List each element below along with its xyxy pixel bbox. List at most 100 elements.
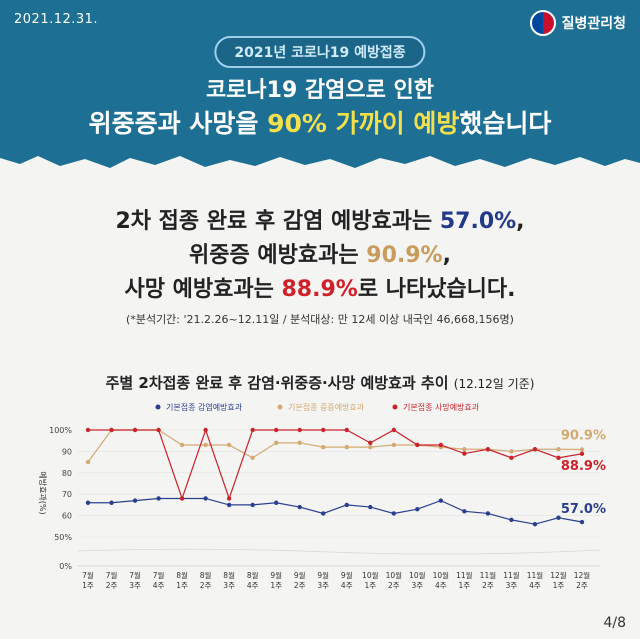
data-point-0 bbox=[297, 504, 302, 510]
series-line-0 bbox=[88, 497, 583, 525]
data-point-2 bbox=[532, 447, 538, 452]
x-tick-label: 12월 2주 bbox=[574, 570, 591, 590]
data-point-2 bbox=[273, 427, 279, 433]
legend-label-0: 기본접종 감염예방효과 bbox=[166, 402, 243, 412]
x-tick-label: 8월 2주 bbox=[200, 570, 212, 590]
end-value-label-2: 88.9% bbox=[561, 459, 606, 474]
data-point-1 bbox=[203, 442, 208, 448]
data-point-2 bbox=[509, 455, 514, 461]
data-point-0 bbox=[438, 498, 444, 503]
data-point-2 bbox=[203, 427, 208, 433]
data-point-2 bbox=[462, 451, 467, 456]
x-tick-label: 8월 3주 bbox=[223, 570, 235, 590]
x-tick-label: 11월 2주 bbox=[480, 570, 497, 590]
data-point-0 bbox=[485, 511, 491, 516]
data-point-0 bbox=[556, 515, 561, 520]
legend-marker-2 bbox=[392, 404, 398, 410]
data-point-0 bbox=[462, 509, 467, 514]
data-point-1 bbox=[368, 444, 373, 450]
data-point-2 bbox=[109, 427, 114, 433]
legend-marker-0 bbox=[155, 404, 161, 410]
x-tick-label: 10월 4주 bbox=[433, 570, 450, 590]
x-tick-label: 9월 4주 bbox=[341, 570, 353, 590]
data-point-0 bbox=[368, 504, 373, 510]
data-point-0 bbox=[321, 511, 326, 516]
x-tick-label: 7월 1주 bbox=[82, 570, 94, 590]
data-point-1 bbox=[226, 442, 232, 448]
chart-title: 주별 2차접종 완료 후 감염·위중증·사망 예방효과 추이 (12.12일 기… bbox=[105, 374, 535, 392]
data-point-0 bbox=[132, 498, 138, 503]
headline-highlight: 90% 가까이 예방 bbox=[267, 109, 460, 138]
data-point-0 bbox=[579, 519, 585, 525]
data-point-2 bbox=[579, 451, 585, 456]
legend-label-1: 기본접종 중증예방효과 bbox=[288, 402, 365, 412]
y-tick-label: 50% bbox=[54, 533, 72, 542]
data-point-2 bbox=[368, 440, 373, 446]
data-point-2 bbox=[485, 447, 491, 452]
data-point-0 bbox=[415, 506, 420, 512]
infection-efficacy-value: 57.0% bbox=[439, 209, 517, 234]
data-point-0 bbox=[156, 496, 161, 501]
data-point-0 bbox=[85, 500, 91, 505]
data-point-2 bbox=[250, 427, 255, 433]
data-point-2 bbox=[132, 427, 138, 433]
efficacy-line-chart: 기본접종 감염예방효과 기본접종 중증예방효과 기본접종 사망예방효과 100% 90 8… bbox=[38, 402, 606, 590]
data-point-2 bbox=[391, 427, 397, 433]
x-tick-label: 8월 1주 bbox=[176, 570, 188, 590]
x-tick-label: 9월 1주 bbox=[270, 570, 282, 590]
date-label: 2021.12.31. bbox=[14, 12, 99, 27]
x-tick-label: 9월 3주 bbox=[317, 570, 329, 590]
legend-label-2: 기본접종 사망예방효과 bbox=[403, 402, 480, 412]
end-value-label-1: 90.9% bbox=[561, 428, 606, 443]
header-banner: 2021.12.31. 질병관리청 2021년 코로나19 예방접종 코로나19… bbox=[0, 0, 640, 180]
torn-paper-edge bbox=[0, 156, 640, 180]
data-point-1 bbox=[391, 442, 397, 448]
x-tick-label: 10월 1주 bbox=[362, 570, 379, 590]
data-point-2 bbox=[344, 427, 349, 433]
data-point-2 bbox=[556, 455, 561, 461]
data-point-0 bbox=[273, 500, 279, 505]
y-tick-label: 100% bbox=[49, 426, 72, 435]
x-tick-label: 8월 4주 bbox=[247, 570, 259, 590]
kdca-logo: 질병관리청 bbox=[529, 10, 626, 36]
data-point-2 bbox=[179, 496, 185, 501]
x-tick-label: 7월 2주 bbox=[106, 570, 118, 590]
data-point-0 bbox=[509, 517, 514, 523]
data-point-2 bbox=[156, 427, 161, 433]
data-point-0 bbox=[109, 500, 114, 505]
data-point-2 bbox=[415, 442, 420, 448]
legend-marker-1 bbox=[277, 404, 283, 410]
data-point-2 bbox=[321, 427, 326, 433]
x-tick-label: 9월 2주 bbox=[294, 570, 306, 590]
x-tick-label: 10월 3주 bbox=[409, 570, 426, 590]
y-tick-label: 60 bbox=[62, 512, 72, 521]
logo-text: 질병관리청 bbox=[561, 16, 626, 32]
x-tick-label: 12월 1주 bbox=[550, 570, 567, 590]
data-point-1 bbox=[179, 442, 185, 448]
topic-badge: 2021년 코로나19 예방접종 bbox=[214, 36, 426, 68]
headline-line-1: 코로나19 감염으로 인한 bbox=[205, 78, 435, 103]
data-point-0 bbox=[203, 496, 208, 501]
summary-text: 2차 접종 완료 후 감염 예방효과는 57.0%, 위중증 예방효과는 90.… bbox=[115, 209, 525, 302]
x-tick-label: 10월 2주 bbox=[386, 570, 403, 590]
y-tick-label: 80 bbox=[62, 469, 72, 478]
data-point-2 bbox=[438, 442, 444, 448]
data-point-1 bbox=[462, 447, 467, 452]
data-point-2 bbox=[85, 427, 91, 433]
death-efficacy-value: 88.9% bbox=[281, 277, 358, 302]
y-tick-label: 70 bbox=[62, 490, 72, 499]
end-value-label-0: 57.0% bbox=[561, 502, 606, 517]
data-point-0 bbox=[344, 502, 349, 508]
y-axis-title: 예방효과(%) bbox=[38, 471, 48, 514]
page-number: 4/8 bbox=[603, 615, 626, 631]
data-point-1 bbox=[250, 455, 255, 461]
data-point-0 bbox=[532, 521, 538, 527]
data-point-2 bbox=[226, 496, 232, 501]
data-point-1 bbox=[85, 459, 91, 465]
x-tick-label: 11월 1주 bbox=[456, 570, 473, 590]
data-point-1 bbox=[321, 444, 326, 450]
data-point-1 bbox=[344, 444, 349, 450]
headline-line-2: 위중증과 사망을 90% 가까이 예방했습니다 bbox=[88, 109, 552, 138]
data-point-0 bbox=[250, 502, 255, 508]
series-line-1 bbox=[87, 429, 583, 463]
